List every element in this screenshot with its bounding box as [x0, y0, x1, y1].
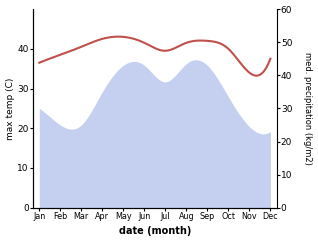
X-axis label: date (month): date (month) — [119, 227, 191, 236]
Y-axis label: med. precipitation (kg/m2): med. precipitation (kg/m2) — [303, 52, 313, 165]
Y-axis label: max temp (C): max temp (C) — [5, 77, 15, 140]
